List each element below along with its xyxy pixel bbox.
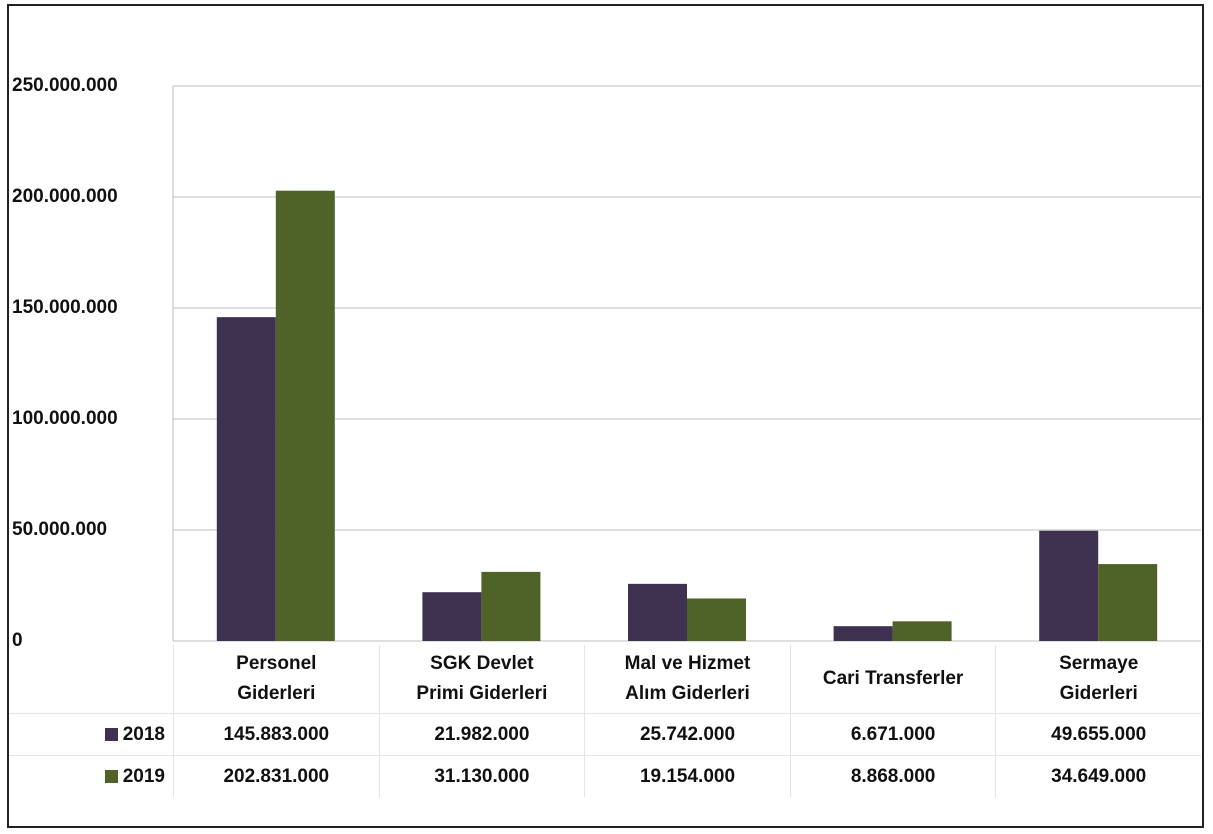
bar	[481, 571, 541, 641]
legend-swatch	[104, 770, 118, 783]
table-value: 21.982.000	[378, 713, 585, 755]
table-value: 8.868.000	[789, 755, 996, 797]
y-tick-label: 150.000.000	[12, 297, 118, 318]
bar	[275, 190, 335, 641]
bar	[216, 317, 276, 641]
table-value: 6.671.000	[789, 713, 996, 755]
bar	[1039, 530, 1099, 641]
table-value: 31.130.000	[378, 755, 585, 797]
legend-entry: 2018	[9, 713, 173, 755]
table-value: 34.649.000	[995, 755, 1201, 797]
bar	[1098, 564, 1158, 641]
bar	[687, 598, 746, 641]
table-value: 25.742.000	[584, 713, 790, 755]
table-value: 49.655.000	[995, 713, 1201, 755]
y-tick-label: 250.000.000	[12, 75, 118, 96]
category-label: Cari Transferler	[789, 645, 996, 713]
legend-label: 2018	[122, 723, 165, 745]
legend-label: 2019	[122, 765, 165, 787]
bar	[892, 621, 952, 641]
category-label: Mal ve Hizmet Alım Giderleri	[584, 645, 790, 713]
bar	[833, 626, 893, 641]
category-label: Personel Giderleri	[173, 645, 379, 713]
legend-entry: 2019	[9, 755, 173, 797]
legend-swatch	[104, 728, 118, 741]
chart-frame	[7, 4, 1204, 828]
table-value: 145.883.000	[173, 713, 379, 755]
bar	[628, 583, 687, 641]
y-tick-label: 100.000.000	[12, 408, 118, 429]
y-tick-label: 0	[12, 630, 23, 651]
category-label: Sermaye Giderleri	[995, 645, 1201, 713]
bar	[422, 592, 482, 641]
table-value: 202.831.000	[173, 755, 379, 797]
y-tick-label: 50.000.000	[12, 519, 107, 540]
y-tick-label: 200.000.000	[12, 186, 118, 207]
category-label: SGK Devlet Primi Giderleri	[378, 645, 585, 713]
table-value: 19.154.000	[584, 755, 790, 797]
